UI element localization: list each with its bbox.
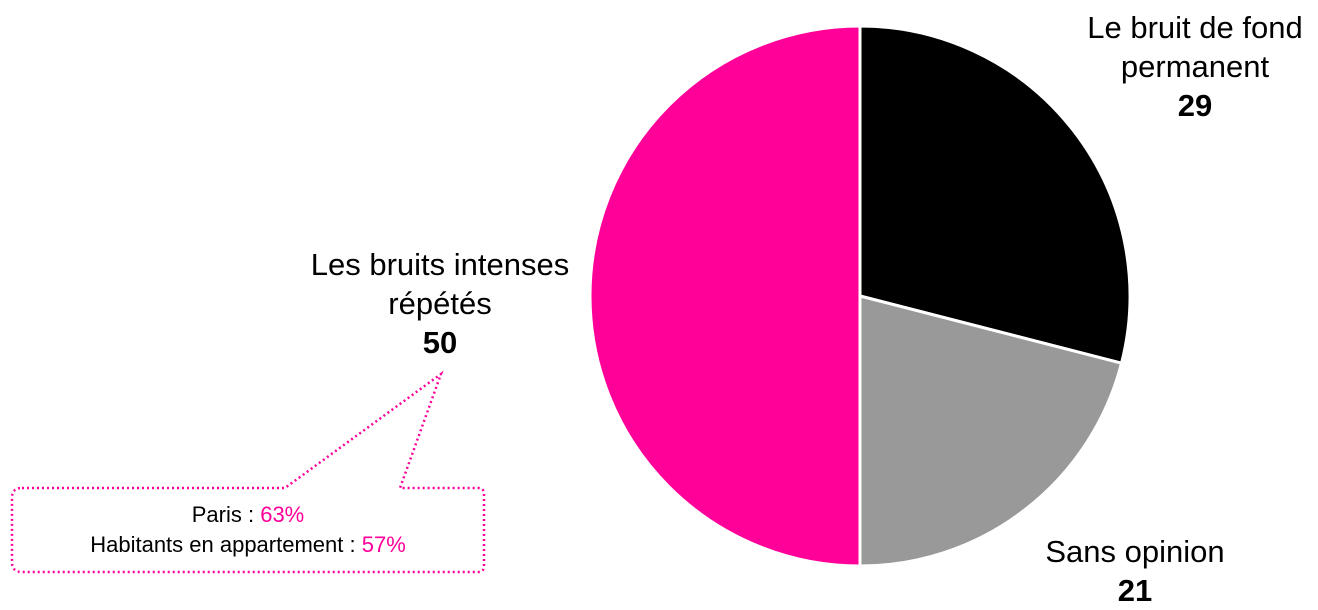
callout-bubble [10,370,486,574]
slice-value: 29 [1177,88,1213,123]
slice-label-line: permanent [1120,49,1270,84]
slice-label-line: répétés [388,286,492,321]
callout-paris-value: 63% [260,502,305,527]
slice-label-bruits-intenses: Les bruits intenses répétés 50 [285,245,595,362]
slice-label-bruit-de-fond: Le bruit de fond permanent 29 [1075,8,1315,125]
pie-slices [588,24,1132,568]
pie-slice-2 [588,24,862,568]
callout-appartement-label: Habitants en appartement : [90,532,362,557]
pie-slice-1 [858,294,1124,568]
pie-slice-0 [858,24,1132,365]
slice-value: 21 [1117,573,1153,608]
slice-label-sans-opinion: Sans opinion 21 [1010,532,1260,610]
slice-label-line: Les bruits intenses [310,247,570,282]
callout-text: Paris : 63% Habitants en appartement : 5… [12,500,484,560]
slice-label-line: Sans opinion [1045,534,1225,569]
slice-value: 50 [422,325,458,360]
slice-label-line: Le bruit de fond [1087,10,1303,45]
callout-paris-label: Paris : [191,502,261,527]
callout-appartement-value: 57% [361,532,406,557]
